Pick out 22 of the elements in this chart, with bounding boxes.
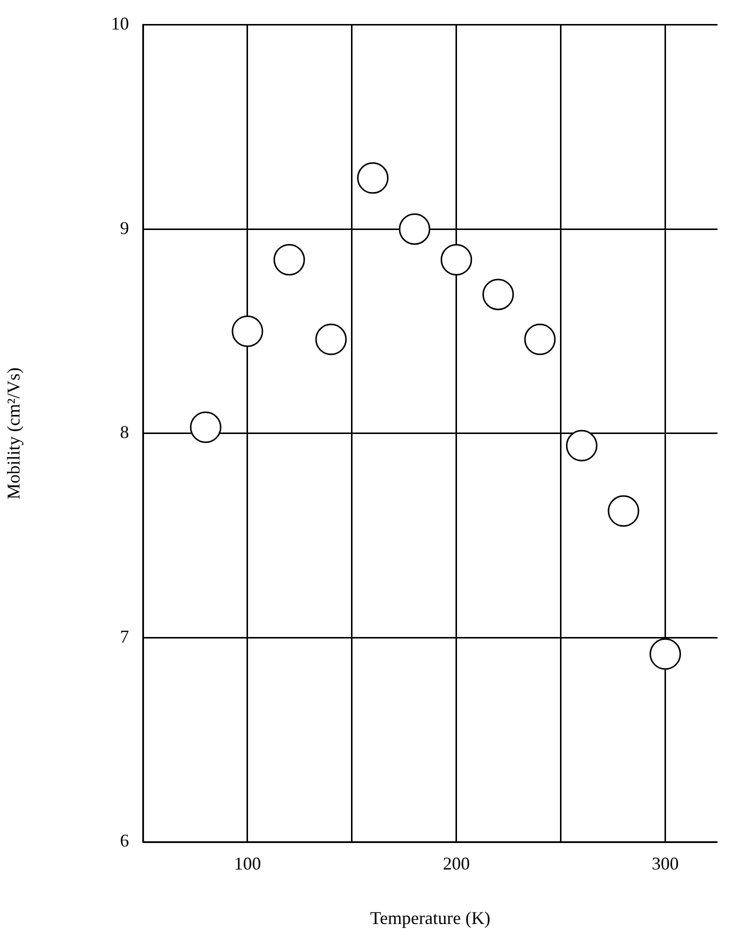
x-tick-label: 300 (652, 854, 679, 874)
x-tick-label: 200 (442, 854, 470, 874)
y-tick-label: 6 (120, 830, 129, 851)
point (650, 638, 682, 670)
point (398, 213, 430, 245)
point (357, 162, 389, 194)
y-tick-label: 10 (111, 14, 129, 34)
point (273, 244, 305, 276)
point (566, 430, 598, 462)
x-axis-title: Temperature (K) (370, 908, 490, 928)
point (524, 324, 556, 356)
point (608, 495, 640, 527)
point (232, 316, 264, 347)
y-tick-label: 8 (120, 422, 129, 442)
point (190, 412, 222, 444)
x-tick-label: 100 (234, 854, 261, 874)
point (482, 278, 514, 310)
y-axis-title: Mobility (cm²/Vs) (4, 367, 24, 500)
y-tick-label: 7 (120, 626, 129, 646)
point (315, 324, 347, 356)
y-tick-label: 9 (120, 218, 129, 238)
point (440, 244, 472, 276)
